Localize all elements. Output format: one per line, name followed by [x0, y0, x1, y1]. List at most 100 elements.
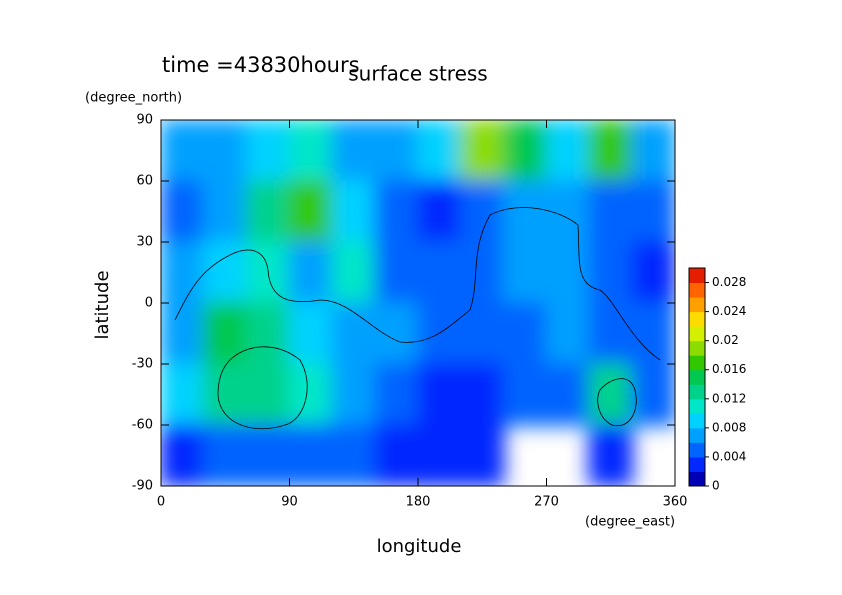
colorbar-band: [689, 369, 705, 385]
cell: [631, 180, 675, 243]
cell: [288, 180, 334, 243]
cell: [288, 241, 334, 304]
cell: [161, 424, 205, 486]
cell: [545, 180, 591, 243]
colorbar-tick-label: 0.008: [712, 420, 746, 434]
cell: [374, 302, 419, 365]
cell: [245, 363, 291, 426]
cell: [331, 241, 377, 304]
colorbar-band: [689, 442, 705, 458]
cell: [545, 120, 591, 182]
cell: [417, 424, 462, 486]
y-tick-label: -30: [132, 357, 153, 372]
x-tick-label: 270: [534, 495, 559, 510]
cell: [631, 363, 675, 426]
coastline: [469, 207, 661, 361]
colorbar-band: [689, 282, 705, 298]
field: [161, 120, 675, 486]
cell: [502, 180, 548, 243]
cell: [245, 302, 291, 365]
cell: [374, 424, 419, 486]
cells: [161, 120, 675, 486]
y-unit: (degree_north): [85, 91, 182, 106]
cell: [459, 302, 505, 365]
y-axis-label: latitude: [92, 270, 113, 339]
cell: [331, 363, 377, 426]
colorbar-tick-label: 0: [712, 479, 720, 493]
colorbar-band: [689, 268, 705, 284]
cell: [331, 120, 377, 182]
x-tick-label: 0: [157, 495, 165, 510]
cell: [374, 120, 419, 182]
cell: [588, 120, 634, 182]
cell: [331, 424, 377, 486]
cell: [161, 302, 205, 365]
cell: [161, 180, 205, 243]
chart-subtitle: time =43830hours: [162, 53, 360, 77]
cell: [588, 180, 634, 243]
colorbar-tick-label: 0.024: [712, 304, 746, 318]
x-tick-label: 180: [406, 495, 431, 510]
chart-title: surface stress: [348, 62, 487, 86]
cell: [202, 302, 248, 365]
cell: [245, 180, 291, 243]
colorbar-tick-label: 0.012: [712, 391, 746, 405]
cell: [288, 120, 334, 182]
colorbar-band: [689, 326, 705, 342]
cell: [374, 180, 419, 243]
y-tick-label: 30: [136, 235, 153, 250]
y-tick-label: 90: [136, 113, 153, 128]
colorbar-band: [689, 456, 705, 472]
colorbar-tick-label: 0.004: [712, 449, 746, 463]
cell: [631, 241, 675, 304]
cell: [288, 424, 334, 486]
cell: [459, 120, 505, 182]
x-axis-label: longitude: [377, 536, 462, 557]
cell: [417, 363, 462, 426]
cell: [417, 180, 462, 243]
cell: [161, 241, 205, 304]
cell: [202, 363, 248, 426]
colorbar-band: [689, 471, 705, 487]
x-tick-label: 360: [663, 495, 688, 510]
coastline: [174, 249, 471, 343]
cell: [202, 241, 248, 304]
coastline: [217, 346, 308, 430]
cell: [417, 241, 462, 304]
colorbar-tick-label: 0.02: [712, 333, 739, 347]
colorbar-band: [689, 398, 705, 414]
colorbar-tick-label: 0.016: [712, 362, 746, 376]
colorbar-band: [689, 355, 705, 371]
cell: [545, 363, 591, 426]
cell: [331, 302, 377, 365]
cell: [502, 241, 548, 304]
cell: [202, 180, 248, 243]
coastline: [597, 378, 637, 427]
colorbar-frame: [688, 267, 706, 487]
cell: [459, 241, 505, 304]
cell: [545, 302, 591, 365]
cell: [245, 120, 291, 182]
cell: [374, 241, 419, 304]
cell: [588, 424, 634, 486]
cell: [631, 120, 675, 182]
y-tick-label: 60: [136, 174, 153, 189]
cell: [502, 302, 548, 365]
cell: [502, 363, 548, 426]
cell: [459, 424, 505, 486]
cell: [288, 302, 334, 365]
colorbar-tick-label: 0.028: [712, 275, 746, 289]
coastlines: [174, 207, 661, 430]
cell: [502, 120, 548, 182]
x-unit: (degree_east): [585, 515, 675, 530]
cell: [588, 241, 634, 304]
colorbar-band: [689, 297, 705, 313]
cell: [331, 180, 377, 243]
cell: [161, 120, 205, 182]
cell: [588, 302, 634, 365]
y-tick-label: -90: [132, 479, 153, 494]
cell: [161, 363, 205, 426]
cell: [545, 241, 591, 304]
colorbar-band: [689, 427, 705, 443]
